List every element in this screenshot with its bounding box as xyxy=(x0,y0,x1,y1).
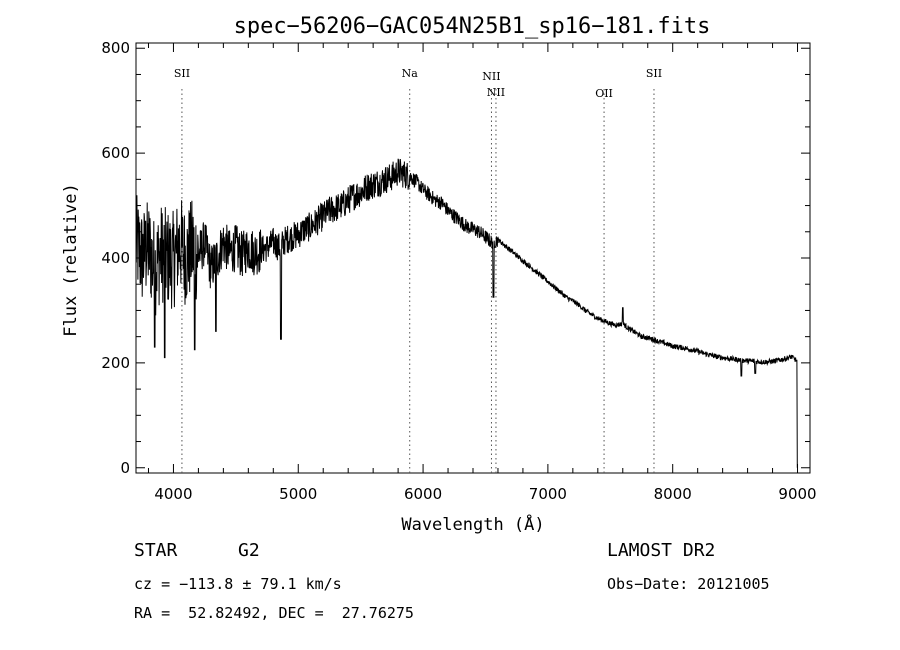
x-tick-label: 9000 xyxy=(778,485,816,503)
line-marker-label: OII xyxy=(595,87,613,100)
line-marker-label: Na xyxy=(402,67,419,80)
object-class: STAR xyxy=(134,540,178,561)
axis-ticks: 4000 5000 6000 7000 8000 9000 0 200 400 600 800 xyxy=(101,39,816,503)
line-marker-label: SII xyxy=(646,67,662,80)
plot-border xyxy=(135,42,811,474)
line-marker-label: NII xyxy=(482,70,500,83)
y-tick-label: 800 xyxy=(101,39,130,57)
line-marker-label: SII xyxy=(174,67,190,80)
x-tick-label: 8000 xyxy=(654,485,692,503)
emission-line-markers: SII Na NII NII OII SII xyxy=(174,67,662,473)
y-axis-label: Flux (relative) xyxy=(61,183,81,337)
obs-date: Obs−Date: 20121005 xyxy=(607,575,770,593)
y-tick-label: 600 xyxy=(101,144,130,162)
spectrum-line xyxy=(135,158,798,468)
plot-frame xyxy=(135,42,811,474)
x-tick-label: 4000 xyxy=(154,485,192,503)
x-tick-label: 6000 xyxy=(404,485,442,503)
x-tick-label: 7000 xyxy=(529,485,567,503)
coordinates: RA = 52.82492, DEC = 27.76275 xyxy=(134,604,414,622)
redshift-cz: cz = −113.8 ± 79.1 km/s xyxy=(134,575,342,593)
y-tick-label: 400 xyxy=(101,249,130,267)
spectrum-series xyxy=(135,158,798,468)
y-tick-label: 200 xyxy=(101,354,130,372)
line-marker-label: NII xyxy=(487,86,505,99)
subclass: G2 xyxy=(238,540,260,561)
chart-title: spec−56206−GAC054N25B1_sp16−181.fits xyxy=(234,14,711,39)
x-axis-label: Wavelength (Å) xyxy=(401,513,544,535)
y-tick-label: 0 xyxy=(120,459,130,477)
x-tick-label: 5000 xyxy=(279,485,317,503)
survey-name: LAMOST DR2 xyxy=(607,540,716,561)
